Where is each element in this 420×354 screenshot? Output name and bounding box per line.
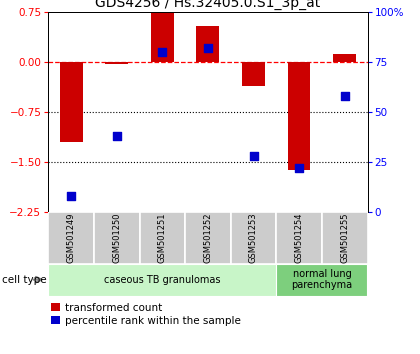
Bar [242,62,265,86]
Bar [288,62,310,170]
Point [250,154,257,159]
Bar [322,212,368,264]
Bar [60,62,82,142]
Point [205,46,211,51]
Bar [151,12,174,62]
Text: GSM501250: GSM501250 [112,213,121,263]
Text: GSM501252: GSM501252 [203,213,213,263]
Point [159,50,165,55]
Text: GSM501255: GSM501255 [340,213,349,263]
Point [68,194,74,199]
Point [341,93,348,99]
Bar [105,62,128,64]
Text: normal lung
parenchyma: normal lung parenchyma [291,269,352,291]
Text: cell type: cell type [2,275,47,285]
Bar [276,264,368,296]
Bar [197,26,219,62]
Text: GSM501254: GSM501254 [294,213,304,263]
Text: GSM501249: GSM501249 [67,213,76,263]
Text: GSM501251: GSM501251 [158,213,167,263]
Bar [231,212,276,264]
Bar [48,212,94,264]
Legend: transformed count, percentile rank within the sample: transformed count, percentile rank withi… [49,301,243,328]
Bar [333,55,356,62]
Bar [276,212,322,264]
Text: caseous TB granulomas: caseous TB granulomas [104,275,220,285]
Bar [94,212,139,264]
Text: GSM501253: GSM501253 [249,213,258,263]
Title: GDS4256 / Hs.32405.0.S1_3p_at: GDS4256 / Hs.32405.0.S1_3p_at [95,0,320,10]
Point [113,133,120,139]
Bar [48,264,276,296]
Bar [185,212,231,264]
Bar [139,212,185,264]
Point [296,166,302,171]
